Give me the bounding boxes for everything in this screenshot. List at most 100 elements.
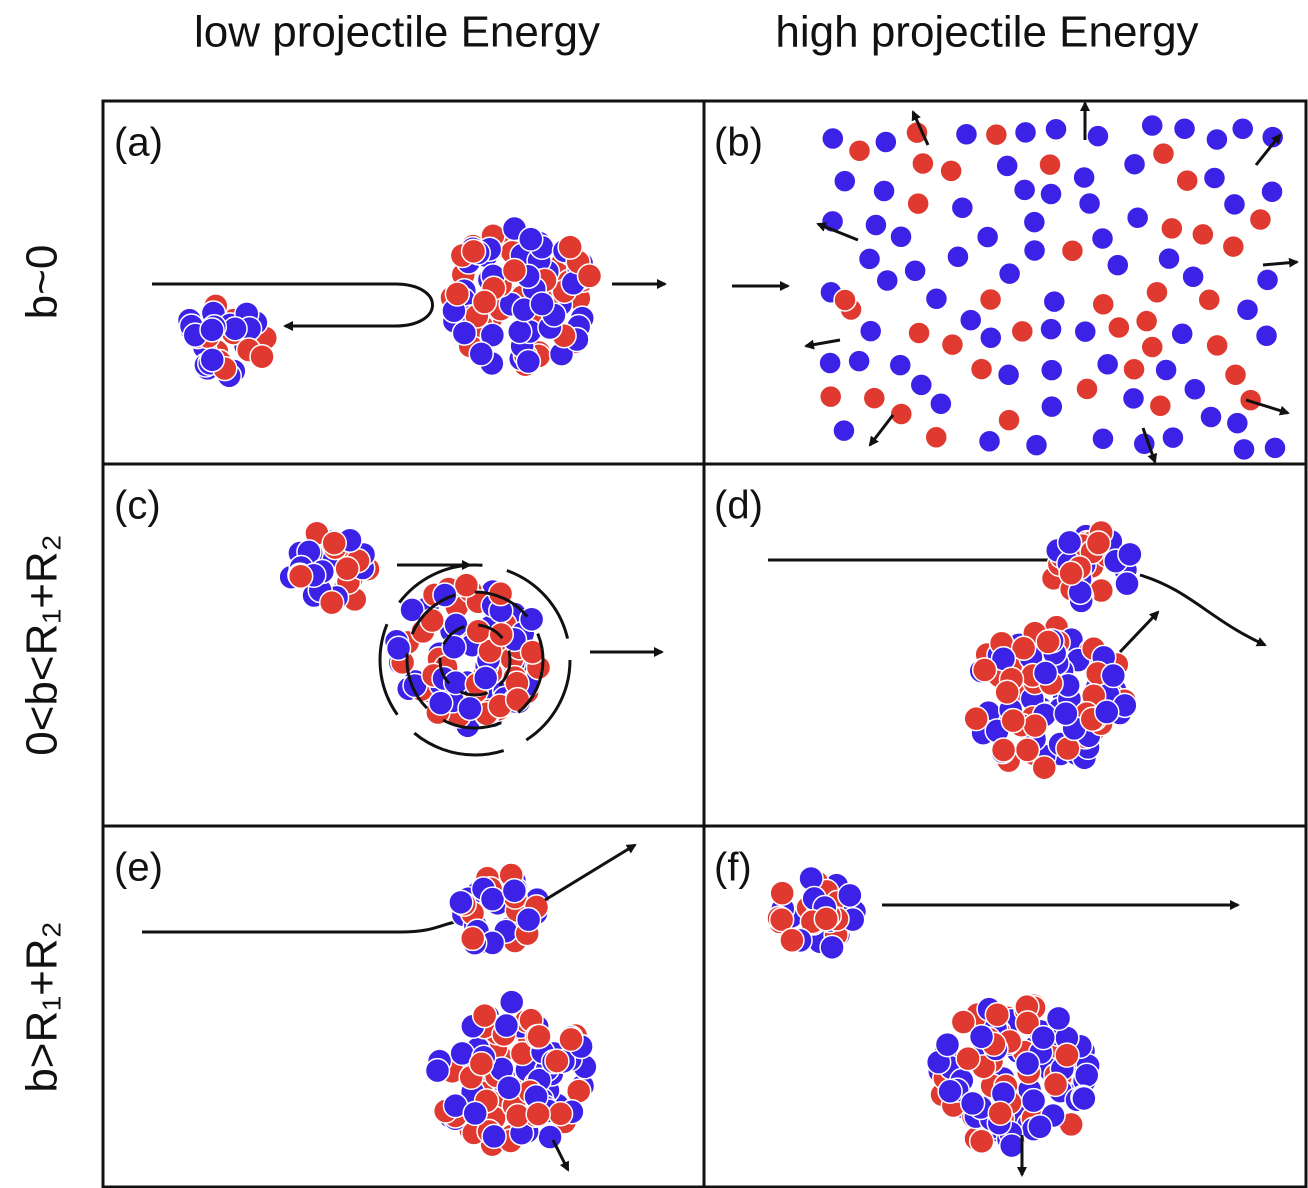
row-label: b>R₁+R₂	[18, 921, 67, 1092]
nucleon	[956, 1047, 980, 1071]
nucleon	[549, 1102, 573, 1126]
nucleon	[1097, 353, 1119, 375]
nucleon	[335, 557, 359, 581]
nucleon	[1024, 239, 1046, 261]
nucleon	[1000, 1134, 1024, 1158]
nucleon	[200, 348, 224, 372]
nucleon	[964, 707, 988, 731]
nucleon	[1158, 248, 1180, 270]
nucleon	[320, 591, 344, 615]
nucleon	[1041, 396, 1063, 418]
nucleon	[1198, 289, 1220, 311]
nucleon	[1087, 125, 1109, 147]
nucleon	[1232, 118, 1254, 140]
nucleon	[482, 1124, 506, 1148]
nucleon	[973, 658, 997, 682]
nucleon	[1039, 154, 1061, 176]
nucleon	[970, 1025, 994, 1049]
nucleon	[834, 289, 856, 311]
nucleon	[1176, 170, 1198, 192]
nucleon	[1107, 254, 1129, 276]
nucleon	[481, 887, 505, 911]
nucleon	[875, 131, 897, 153]
nucleon	[1141, 114, 1163, 136]
nucleon	[1014, 179, 1036, 201]
nucleon	[865, 214, 887, 236]
nucleon	[289, 564, 313, 588]
nucleon	[1161, 217, 1183, 239]
panel-label: (a)	[114, 121, 163, 165]
nucleon	[992, 738, 1016, 762]
nucleon	[1011, 320, 1033, 342]
nucleon	[947, 246, 969, 268]
nucleon	[889, 354, 911, 376]
nucleon	[420, 609, 444, 633]
nucleon	[1257, 269, 1279, 291]
nucleon	[955, 123, 977, 145]
nucleon	[462, 239, 486, 263]
nucleon	[951, 197, 973, 219]
nucleon	[429, 691, 453, 715]
nucleon	[1034, 661, 1058, 685]
nucleon	[1054, 702, 1078, 726]
panel-label: (c)	[114, 484, 161, 528]
nucleon	[1036, 630, 1060, 654]
nucleon	[1200, 406, 1222, 428]
nucleon	[971, 358, 993, 380]
nucleon	[860, 320, 882, 342]
nucleon	[1079, 192, 1101, 214]
trajectory	[806, 340, 840, 346]
nucleon	[1074, 321, 1096, 343]
nucleon	[1023, 211, 1045, 233]
nucleon	[998, 409, 1020, 431]
nucleon	[1203, 167, 1225, 189]
nucleon	[1192, 223, 1214, 245]
nucleon	[527, 1024, 551, 1048]
nucleon	[1092, 428, 1114, 450]
trajectory	[1140, 575, 1265, 645]
nucleon	[558, 235, 582, 259]
nucleon	[1059, 561, 1083, 585]
nucleon	[938, 1079, 962, 1103]
nucleon	[1086, 531, 1110, 555]
nucleon	[859, 248, 881, 270]
nucleon	[1136, 310, 1158, 332]
nucleon	[890, 226, 912, 248]
trajectory	[1120, 612, 1158, 652]
nucleon	[545, 1049, 569, 1073]
nucleon	[1040, 318, 1062, 340]
nucleon	[940, 160, 962, 182]
nucleon	[907, 193, 929, 215]
nucleon	[449, 890, 473, 914]
nucleon	[1044, 1072, 1068, 1096]
nucleon	[925, 288, 947, 310]
nucleon	[454, 573, 478, 597]
nucleon	[322, 531, 346, 555]
nucleon	[979, 430, 1001, 452]
panel-label: (b)	[714, 121, 763, 165]
nucleon	[1072, 1086, 1096, 1110]
nucleon	[998, 364, 1020, 386]
nucleon	[904, 260, 926, 282]
nucleon	[1108, 317, 1130, 339]
nucleon	[961, 1091, 985, 1115]
nucleon	[1123, 387, 1145, 409]
nucleon	[519, 227, 543, 251]
nucleon	[876, 270, 898, 292]
nucleon	[838, 883, 862, 907]
nucleon	[1095, 700, 1119, 724]
nucleon	[1225, 364, 1247, 386]
nucleon	[1041, 359, 1063, 381]
nucleon	[995, 680, 1019, 704]
nucleon	[985, 1003, 1009, 1027]
nucleon	[1141, 336, 1163, 358]
nucleon	[890, 403, 912, 425]
panel-label: (d)	[714, 484, 763, 528]
nucleon	[559, 1027, 583, 1051]
nucleon	[833, 420, 855, 442]
nucleon	[1222, 236, 1244, 258]
nucleon	[925, 426, 947, 448]
nucleon	[1249, 208, 1271, 230]
nucleon	[1124, 153, 1146, 175]
nucleon	[1174, 118, 1196, 140]
